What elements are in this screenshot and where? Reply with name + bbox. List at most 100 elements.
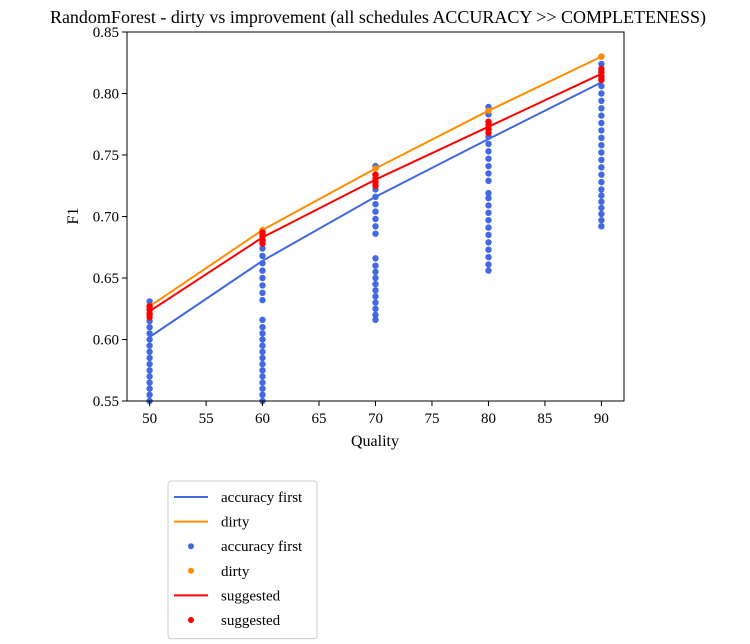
- x-tick-label: 80: [481, 411, 496, 427]
- series-point-accuracy-first: [259, 360, 266, 368]
- series-point-dirty: [372, 165, 379, 172]
- x-tick-label: 85: [537, 411, 552, 427]
- series-point-accuracy-first: [372, 311, 379, 319]
- series-point-accuracy-first: [485, 170, 492, 177]
- series-point-accuracy-first: [598, 60, 605, 68]
- series-point-accuracy-first: [259, 252, 266, 260]
- series-point-accuracy-first: [598, 119, 605, 127]
- series-point-accuracy-first: [372, 293, 379, 300]
- legend-dot-dirty: [188, 567, 194, 574]
- x-tick-label: 70: [368, 411, 383, 427]
- series-point-accuracy-first: [146, 354, 153, 362]
- series-point-accuracy-first: [259, 342, 266, 349]
- series-point-accuracy-first: [485, 209, 492, 216]
- series-point-dirty: [485, 107, 492, 114]
- series-point-accuracy-first: [598, 112, 605, 119]
- series-point-suggested: [259, 229, 266, 236]
- series-point-accuracy-first: [372, 299, 379, 306]
- series-point-accuracy-first: [259, 379, 266, 386]
- series-point-accuracy-first: [146, 324, 153, 331]
- x-axis: 50 55 60 65 70 75 80 85 90: [142, 401, 609, 427]
- series-point-accuracy-first: [372, 305, 379, 312]
- series-point-accuracy-first: [485, 177, 492, 184]
- y-tick-label: 0.55: [93, 394, 119, 410]
- series-point-accuracy-first: [259, 296, 266, 304]
- series-point-dirty: [598, 53, 605, 60]
- series-point-accuracy-first: [372, 255, 379, 262]
- series-point-accuracy-first: [485, 148, 492, 155]
- series-point-accuracy-first: [485, 246, 492, 253]
- series-point-accuracy-first: [372, 201, 379, 208]
- series-point-accuracy-first: [485, 261, 492, 268]
- legend-label-accuracy-first: accuracy first: [221, 539, 303, 555]
- series-point-accuracy-first: [259, 391, 266, 398]
- legend-dot-accuracy-first: [188, 543, 194, 550]
- series-point-accuracy-first: [598, 198, 605, 205]
- series-point-accuracy-first: [259, 245, 266, 252]
- series-point-suggested: [372, 171, 379, 178]
- series-point-accuracy-first: [146, 336, 153, 343]
- series-point-accuracy-first: [598, 156, 605, 164]
- legend-label-dirty: dirty: [221, 515, 250, 531]
- series-point-accuracy-first: [146, 379, 153, 386]
- series-point-accuracy-first: [146, 342, 153, 349]
- series-point-accuracy-first: [598, 90, 605, 97]
- series-point-accuracy-first: [485, 140, 492, 148]
- y-tick-label: 0.80: [93, 87, 119, 103]
- series-point-accuracy-first: [259, 373, 266, 380]
- legend-label-suggested: suggested: [221, 588, 281, 604]
- x-tick-label: 60: [255, 411, 270, 427]
- series-point-accuracy-first: [485, 231, 492, 239]
- legend-label-dirty: dirty: [221, 564, 250, 580]
- series-point-accuracy-first: [146, 367, 153, 374]
- series-point-accuracy-first: [598, 127, 605, 134]
- series-point-accuracy-first: [598, 192, 605, 199]
- legend: accuracy first dirty accuracy first dirty su…: [167, 480, 318, 640]
- series-point-accuracy-first: [372, 193, 379, 200]
- series-point-accuracy-first: [598, 149, 605, 156]
- series-point-accuracy-first: [598, 217, 605, 224]
- x-tick-label: 55: [199, 411, 214, 427]
- series-point-accuracy-first: [372, 208, 379, 215]
- chart-title: RandomForest - dirty vs improvement (all…: [50, 7, 706, 28]
- y-tick-label: 0.60: [93, 333, 119, 349]
- legend-frame: [167, 480, 318, 640]
- series-point-accuracy-first: [598, 178, 605, 186]
- y-tick-label: 0.70: [93, 210, 119, 226]
- series-point-accuracy-first: [259, 354, 266, 362]
- series-point-accuracy-first: [485, 202, 492, 209]
- series-point-accuracy-first: [598, 97, 605, 105]
- x-tick-label: 90: [594, 411, 609, 427]
- x-tick-label: 65: [312, 411, 327, 427]
- x-axis-label: Quality: [351, 433, 399, 450]
- series-point-accuracy-first: [259, 289, 266, 296]
- series-point-accuracy-first: [372, 316, 379, 323]
- series-point-accuracy-first: [372, 223, 379, 230]
- y-tick-label: 0.75: [93, 148, 119, 164]
- series-point-accuracy-first: [259, 348, 266, 355]
- series-point-accuracy-first: [485, 267, 492, 274]
- series-point-accuracy-first: [259, 385, 266, 392]
- series-point-accuracy-first: [598, 223, 605, 230]
- series-point-accuracy-first: [485, 239, 492, 246]
- legend-dot-suggested: [188, 617, 194, 623]
- x-tick-label: 50: [142, 411, 157, 427]
- series-point-accuracy-first: [372, 274, 379, 282]
- series-point-accuracy-first: [598, 204, 605, 212]
- series-point-accuracy-first: [146, 385, 153, 392]
- series-point-accuracy-first: [372, 280, 379, 288]
- series-point-accuracy-first: [598, 142, 605, 149]
- y-axis-label: F1: [65, 208, 82, 225]
- series-point-accuracy-first: [372, 268, 379, 276]
- series-point-accuracy-first: [372, 215, 379, 223]
- series-point-accuracy-first: [372, 230, 379, 237]
- series-point-accuracy-first: [598, 105, 605, 112]
- legend-label-suggested: suggested: [221, 613, 281, 629]
- legend-label-accuracy-first: accuracy first: [221, 490, 303, 506]
- series-point-accuracy-first: [372, 287, 379, 294]
- series-point-accuracy-first: [146, 373, 153, 380]
- series-point-suggested: [598, 65, 605, 73]
- series-point-accuracy-first: [485, 155, 492, 162]
- plot-area: [146, 53, 605, 405]
